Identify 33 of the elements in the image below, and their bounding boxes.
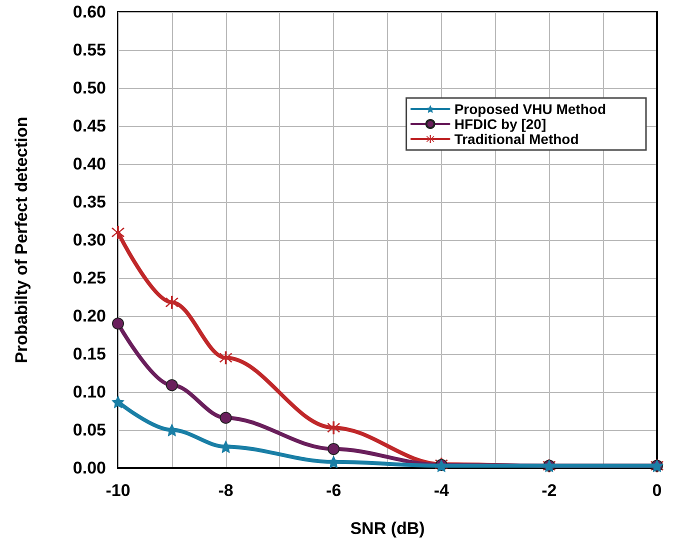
y-tick-label: 0.50 [72, 78, 106, 98]
x-tick-label: 0 [652, 481, 662, 500]
point [165, 296, 178, 309]
point [327, 421, 340, 434]
y-axis-title: Probabilty of Perfect detection [12, 116, 31, 364]
point [112, 395, 124, 408]
point [112, 226, 124, 239]
y-tick-label: 0.45 [72, 116, 106, 136]
y-tick-label: 0.30 [72, 230, 106, 250]
y-tick-label: 0.15 [72, 344, 106, 364]
legend-label: Proposed VHU Method [454, 101, 606, 117]
x-tick-label: -8 [218, 481, 234, 500]
point [166, 379, 178, 392]
y-tick-label: 0.60 [72, 2, 106, 22]
y-tick-label: 0.20 [72, 306, 106, 326]
legend-label: HFDIC by [20] [454, 116, 546, 132]
point [112, 318, 124, 330]
x-tick-label: -6 [326, 481, 342, 500]
y-tick-label: 0.00 [72, 458, 106, 478]
point [220, 412, 232, 424]
legend-label: Traditional Method [454, 131, 579, 147]
x-tick-label: -2 [542, 481, 557, 500]
point [219, 351, 232, 364]
y-tick-label: 0.25 [72, 268, 106, 288]
y-tick-label: 0.05 [72, 420, 106, 440]
y-tick-label: 0.35 [72, 192, 106, 212]
point [328, 443, 340, 455]
x-tick-label: -4 [434, 481, 450, 500]
y-tick-label: 0.10 [72, 382, 106, 402]
x-axis-title: SNR (dB) [350, 519, 425, 538]
y-tick-label: 0.40 [72, 154, 106, 174]
x-tick-label: -10 [106, 481, 130, 500]
y-tick-label: 0.55 [72, 40, 106, 60]
